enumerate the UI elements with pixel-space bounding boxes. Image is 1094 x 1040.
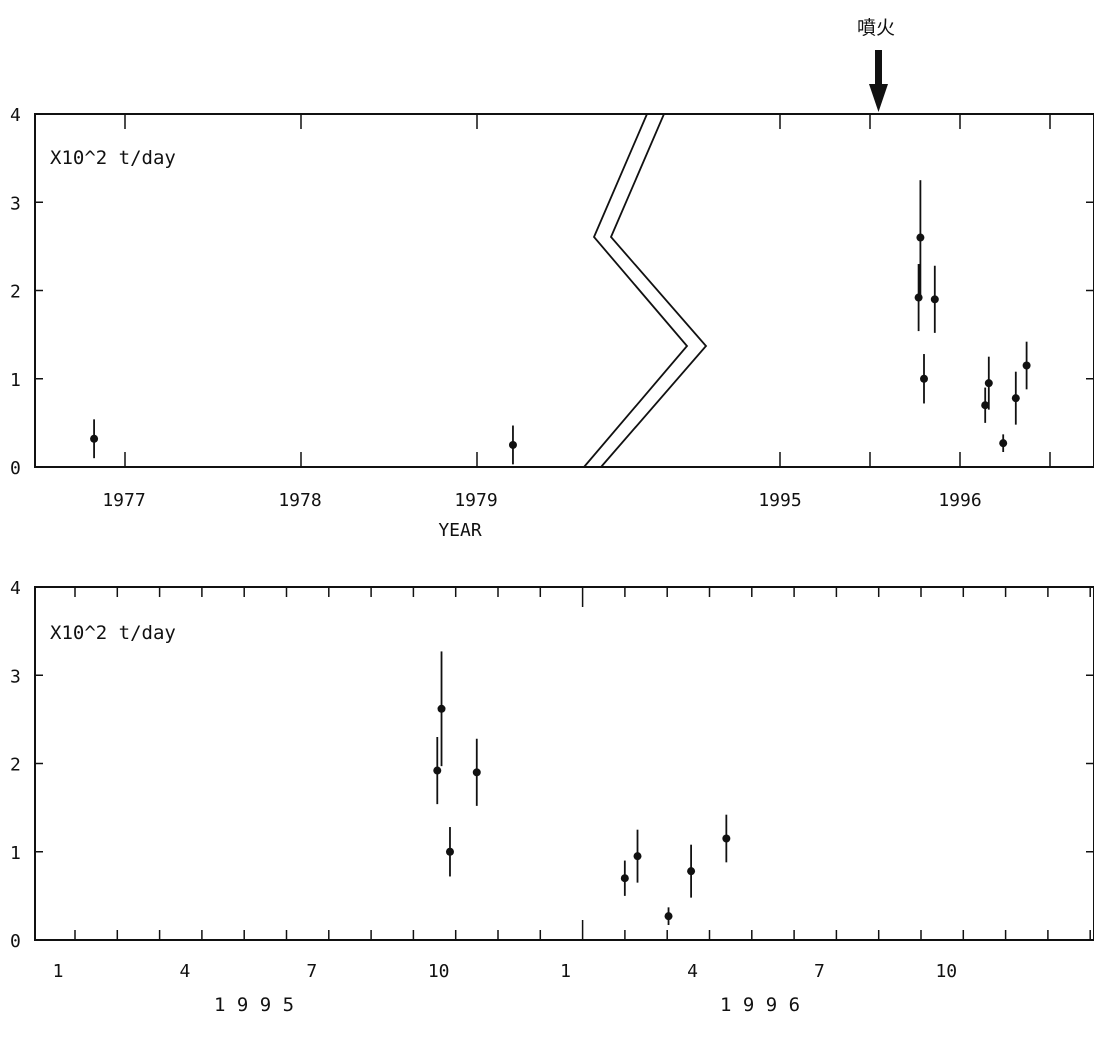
top-x-tick-label: 1977	[102, 490, 145, 511]
top-data-point	[981, 401, 990, 410]
top-x-tick-label: 1979	[454, 490, 497, 511]
bottom-y-tick-label: 3	[10, 666, 21, 687]
top-y-tick-label: 0	[10, 458, 21, 479]
bottom-data-point	[437, 704, 446, 713]
top-data-point	[916, 233, 925, 242]
bottom-data-point	[433, 766, 442, 775]
top-data-point	[508, 440, 517, 449]
eruption-arrow	[869, 50, 888, 112]
bottom-data-point	[722, 834, 731, 843]
top-data-point	[914, 293, 923, 302]
top-data-point	[1011, 394, 1020, 403]
bottom-x-tick-label: 7	[814, 961, 825, 982]
bottom-y-tick-label: 2	[10, 755, 21, 776]
axis-break-line-left	[583, 113, 689, 468]
top-x-tick-label: 1996	[938, 490, 981, 511]
bottom-y-tick-label: 4	[10, 578, 21, 599]
bottom-unit-label: X10^2 t/day	[50, 622, 176, 644]
top-unit-label: X10^2 t/day	[50, 147, 176, 169]
bottom-x-tick-label: 4	[687, 961, 698, 982]
top-x-tick-label: 1978	[278, 490, 321, 511]
top-data-point	[90, 434, 99, 443]
top-data-point	[920, 374, 928, 383]
top-data-point	[999, 439, 1008, 448]
bottom-x-tick-label: 4	[179, 961, 190, 982]
bottom-data-point	[620, 874, 629, 883]
top-y-tick-label: 4	[10, 105, 21, 126]
axis-break-line-right	[600, 113, 708, 468]
bottom-data-point	[445, 847, 454, 856]
bottom-x-tick-label: 7	[306, 961, 317, 982]
bottom-data-point	[687, 867, 696, 876]
top-data-point	[1022, 361, 1031, 370]
top-x-tick-label: 1995	[758, 490, 801, 511]
top-data-point	[984, 379, 993, 388]
bottom-x-tick-label: 1	[53, 961, 64, 982]
eruption-label: 噴火	[857, 17, 895, 39]
year-label-1996: 1 9 9 6	[720, 994, 800, 1016]
bottom-y-tick-label: 0	[10, 931, 21, 952]
top-y-tick-label: 3	[10, 193, 21, 214]
bottom-data-point	[633, 852, 642, 861]
bottom-x-tick-label: 10	[428, 961, 450, 982]
bottom-data-point	[664, 912, 673, 921]
top-y-tick-label: 1	[10, 370, 21, 391]
top-data-point	[930, 295, 939, 304]
bottom-x-tick-label: 10	[935, 961, 957, 982]
top-x-axis-label: YEAR	[438, 520, 482, 541]
top-y-tick-label: 2	[10, 282, 21, 303]
bottom-chart-panel: X10^2 t/day 1 9 9 5 1 9 9 6 0 1 2 3 4 1 4 7 10 1…	[10, 578, 1094, 1016]
bottom-plot-frame	[34, 586, 1094, 941]
bottom-x-tick-label: 1	[560, 961, 571, 982]
top-chart-panel: X10^2 t/day YEAR 0 1 2 3 4 1977 1978 1979 1995 1…	[10, 105, 1094, 541]
bottom-y-tick-label: 1	[10, 843, 21, 864]
year-label-1995: 1 9 9 5	[214, 994, 294, 1016]
bottom-data-point	[472, 768, 481, 777]
